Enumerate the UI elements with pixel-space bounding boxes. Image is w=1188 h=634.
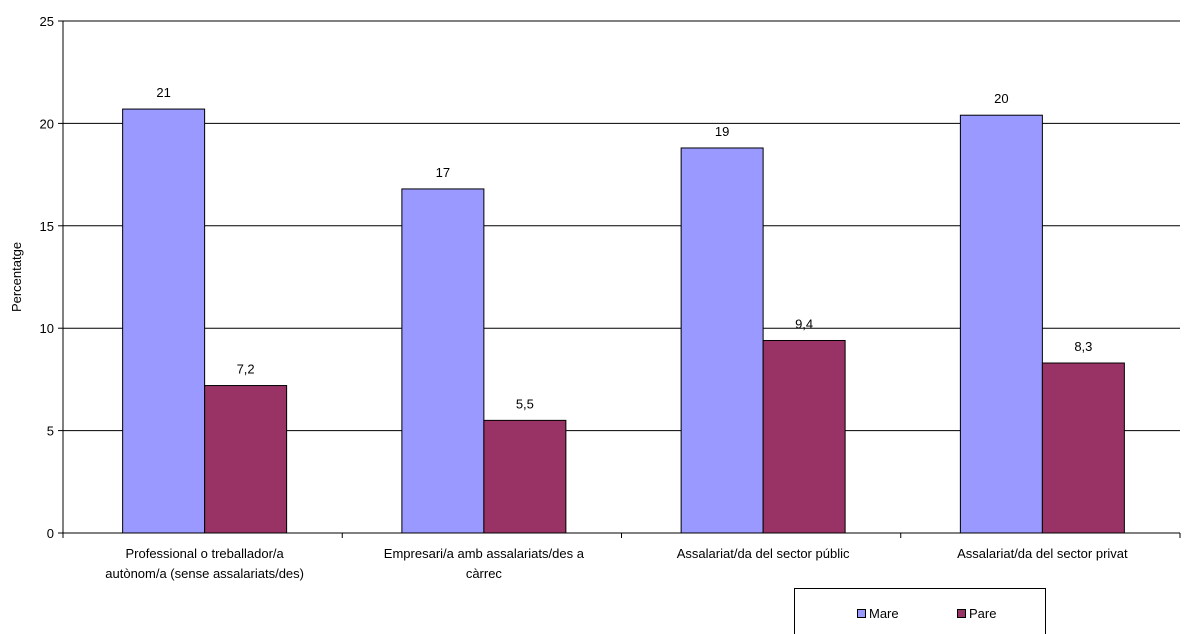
bar-pare xyxy=(1041,362,1125,534)
y-tick-label: 15 xyxy=(40,219,54,234)
y-tick-label: 10 xyxy=(40,321,54,336)
x-tick-label: autònom/a (sense assalariats/des) xyxy=(105,566,304,581)
y-tick-label: 20 xyxy=(40,116,54,131)
y-tick-label: 5 xyxy=(47,424,54,439)
x-tick-label: càrrec xyxy=(466,566,503,581)
bar-pare xyxy=(483,419,567,534)
legend-swatch-pare xyxy=(957,609,966,618)
data-label: 5,5 xyxy=(516,396,534,411)
data-label: 17 xyxy=(436,165,450,180)
legend: Mare Pare xyxy=(794,588,1046,634)
legend-item-mare: Mare xyxy=(857,606,899,621)
data-label: 19 xyxy=(715,124,729,139)
bar-pare xyxy=(204,385,288,534)
data-label: 8,3 xyxy=(1074,339,1092,354)
x-tick-label: Professional o treballador/a xyxy=(125,546,284,561)
data-label: 20 xyxy=(994,91,1008,106)
legend-label-mare: Mare xyxy=(869,606,899,621)
bar-pare xyxy=(762,339,846,534)
bar-mare xyxy=(959,114,1043,534)
data-label: 7,2 xyxy=(237,362,255,377)
legend-item-pare: Pare xyxy=(957,606,996,621)
x-tick-label: Assalariat/da del sector privat xyxy=(957,546,1128,561)
legend-swatch-mare xyxy=(857,609,866,618)
bar-mare xyxy=(401,188,485,534)
y-axis-title: Percentatge xyxy=(9,242,24,312)
data-label: 21 xyxy=(156,85,170,100)
data-label: 9,4 xyxy=(795,316,813,331)
bar-mare xyxy=(680,147,764,534)
x-tick-label: Assalariat/da del sector públic xyxy=(677,546,850,561)
y-tick-label: 0 xyxy=(47,526,54,541)
bar-mare xyxy=(122,108,206,534)
x-tick-label: Empresari/a amb assalariats/des a xyxy=(384,546,585,561)
legend-label-pare: Pare xyxy=(969,606,997,621)
y-tick-label: 25 xyxy=(40,14,54,29)
